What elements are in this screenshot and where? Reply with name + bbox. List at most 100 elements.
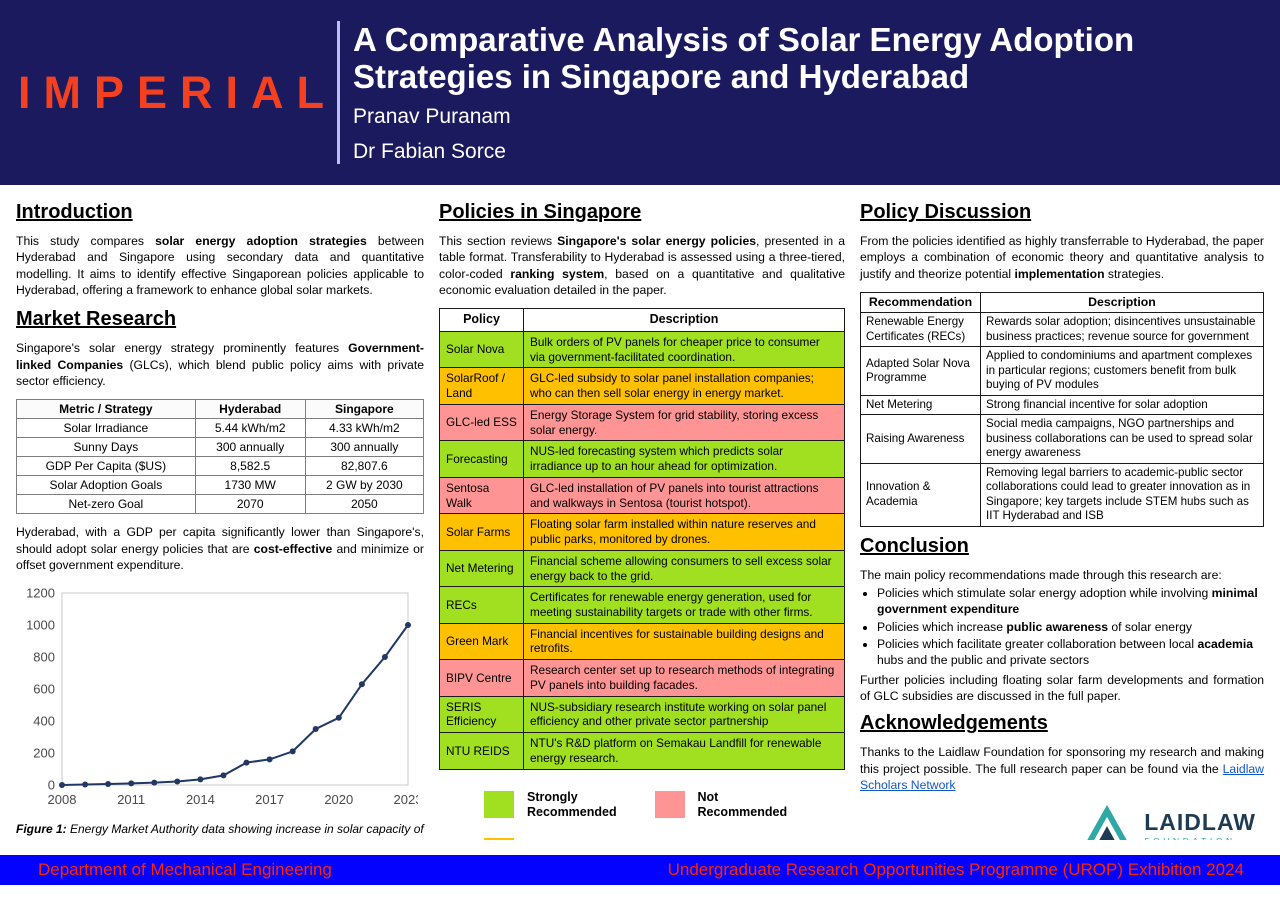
column-header-metric: Metric / Strategy bbox=[16, 399, 196, 420]
poster-body: Introduction This study compares solar e… bbox=[0, 185, 1280, 840]
table-row: Solar Adoption Goals 1730 MW 2 GW by 203… bbox=[16, 475, 425, 496]
policy-row: RECs Certificates for renewable energy g… bbox=[439, 586, 845, 624]
poster-header: IMPERIAL A Comparative Analysis of Solar… bbox=[0, 0, 1280, 185]
column-header-recommendation: Recommendation bbox=[860, 292, 981, 314]
singapore-cell: 82,807.6 bbox=[304, 456, 425, 477]
svg-text:600: 600 bbox=[33, 682, 55, 697]
recommendation-row: Adapted Solar Nova Programme Applied to … bbox=[860, 346, 1264, 396]
acknowledgements-heading: Acknowledgements bbox=[860, 712, 1048, 735]
policy-name-cell: Solar Nova bbox=[439, 330, 524, 369]
footer-department: Department of Mechanical Engineering bbox=[38, 860, 332, 879]
policy-name-cell: Green Mark bbox=[439, 622, 524, 661]
policy-desc-cell: GLC-led installation of PV panels into t… bbox=[523, 476, 845, 515]
introduction-paragraph: This study compares solar energy adoptio… bbox=[16, 234, 424, 298]
recommendations-table: Recommendation Description Renewable Ene… bbox=[860, 292, 1264, 527]
recommendation-row: Renewable Energy Certificates (RECs) Rew… bbox=[860, 312, 1264, 348]
policy-name-cell: GLC-led ESS bbox=[439, 403, 524, 442]
legend-item-not-recommended: Not Recommended bbox=[654, 790, 826, 820]
recommendation-row: Innovation & Academia Removing legal bar… bbox=[860, 462, 1264, 527]
market-research-heading: Market Research bbox=[16, 308, 177, 331]
table-row: Sunny Days 300 annually 300 annually bbox=[16, 437, 425, 458]
hyderabad-cell: 300 annually bbox=[194, 437, 306, 458]
table-header-row: Metric / Strategy Hyderabad Singapore bbox=[16, 399, 425, 420]
policy-row: Net Metering Financial scheme allowing c… bbox=[439, 549, 845, 588]
policies-table: Policy Description Solar Nova Bulk order… bbox=[439, 308, 845, 770]
laidlaw-triangle-icon bbox=[1087, 805, 1127, 840]
policy-desc-cell: NUS-subsidiary research institute workin… bbox=[523, 695, 845, 734]
recommendation-desc-cell: Removing legal barriers to academic-publ… bbox=[980, 462, 1264, 527]
policy-name-cell: SERIS Efficiency bbox=[439, 695, 524, 734]
singapore-cell: 300 annually bbox=[304, 437, 425, 458]
hyderabad-cell: 1730 MW bbox=[194, 475, 306, 496]
recommendation-desc-cell: Rewards solar adoption; disincentives un… bbox=[980, 312, 1264, 348]
table-header-row: Policy Description bbox=[439, 308, 845, 332]
supervisor-name: Dr Fabian Sorce bbox=[353, 140, 506, 164]
recommendation-desc-cell: Social media campaigns, NGO partnerships… bbox=[980, 414, 1264, 464]
svg-text:1200: 1200 bbox=[26, 586, 55, 601]
market-paragraph-2: Hyderabad, with a GDP per capita signifi… bbox=[16, 525, 424, 573]
column-header-description: Description bbox=[523, 308, 845, 332]
policy-name-cell: RECs bbox=[439, 586, 524, 624]
conclusion-bullet-list: Policies which stimulate solar energy ad… bbox=[860, 585, 1264, 669]
singapore-cell: 4.33 kWh/m2 bbox=[304, 418, 425, 439]
singapore-cell: 2050 bbox=[304, 494, 425, 515]
legend-label: Strongly Recommended bbox=[527, 789, 617, 819]
recommendation-cell: Innovation & Academia bbox=[860, 462, 981, 527]
policy-row: Solar Nova Bulk orders of PV panels for … bbox=[439, 330, 845, 369]
svg-text:2020: 2020 bbox=[324, 792, 353, 807]
laidlaw-name: LAIDLAW bbox=[1144, 808, 1256, 835]
conclusion-bullet: Policies which increase public awareness… bbox=[877, 619, 1264, 635]
policies-intro-paragraph: This section reviews Singapore's solar e… bbox=[439, 234, 846, 298]
policy-name-cell: BIPV Centre bbox=[439, 659, 524, 697]
svg-text:0: 0 bbox=[48, 778, 55, 793]
svg-text:2017: 2017 bbox=[255, 792, 284, 807]
svg-text:2023: 2023 bbox=[394, 792, 418, 807]
svg-text:1000: 1000 bbox=[26, 618, 55, 633]
market-comparison-table: Metric / Strategy Hyderabad Singapore So… bbox=[16, 399, 425, 515]
recommendation-cell: Raising Awareness bbox=[860, 414, 981, 464]
hyderabad-cell: 2070 bbox=[194, 494, 306, 515]
policy-name-cell: NTU REIDS bbox=[439, 732, 524, 770]
title-block: A Comparative Analysis of Solar Energy A… bbox=[337, 20, 1233, 165]
recommendation-cell: Net Metering bbox=[860, 394, 981, 416]
metric-cell: Net-zero Goal bbox=[16, 494, 196, 515]
recommendation-row: Net Metering Strong financial incentive … bbox=[860, 394, 1264, 416]
column-discussion-conclusion: Policy Discussion From the policies iden… bbox=[860, 193, 1264, 840]
policy-row: GLC-led ESS Energy Storage System for gr… bbox=[439, 403, 845, 442]
policy-desc-cell: NTU's R&D platform on Semakau Landfill f… bbox=[523, 732, 845, 770]
ranking-legend: Strongly Recommended Not Recommended Rec… bbox=[484, 790, 825, 840]
singapore-cell: 2 GW by 2030 bbox=[304, 475, 425, 496]
table-row: Solar Irradiance 5.44 kWh/m2 4.33 kWh/m2 bbox=[16, 418, 425, 439]
hyderabad-cell: 5.44 kWh/m2 bbox=[194, 418, 306, 439]
solar-capacity-line-chart: 0 200 400 600 800 1000 1200 2008 2011 2014 2017 202… bbox=[26, 586, 422, 808]
policy-name-cell: SolarRoof / Land bbox=[439, 367, 524, 405]
laidlaw-foundation-logo: LAIDLAW FOUNDATION bbox=[860, 803, 1256, 840]
svg-text:200: 200 bbox=[33, 746, 55, 761]
recommendation-desc-cell: Applied to condominiums and apartment co… bbox=[980, 346, 1264, 396]
laidlaw-scholars-network-link[interactable]: Laidlaw Scholars Network bbox=[860, 761, 1264, 793]
figure1-chart-container: 0 200 400 600 800 1000 1200 2008 2011 2014 2017 202… bbox=[16, 583, 424, 820]
policy-name-cell: Net Metering bbox=[439, 549, 524, 588]
legend-item-recommended: Recommended bbox=[484, 837, 655, 840]
svg-text:2014: 2014 bbox=[186, 792, 215, 807]
conclusion-bullet: Policies which facilitate greater collab… bbox=[877, 636, 1264, 669]
legend-item-strongly-recommended: Strongly Recommended bbox=[484, 790, 655, 820]
recommendation-cell: Renewable Energy Certificates (RECs) bbox=[860, 312, 981, 348]
conclusion-bullet: Policies which stimulate solar energy ad… bbox=[877, 585, 1264, 618]
policy-name-cell: Forecasting bbox=[439, 440, 524, 478]
policy-row: Solar Farms Floating solar farm installe… bbox=[439, 513, 845, 551]
column-header-singapore: Singapore bbox=[304, 399, 425, 420]
policy-desc-cell: Research center set up to research metho… bbox=[523, 659, 845, 697]
table-row: Net-zero Goal 2070 2050 bbox=[16, 494, 425, 515]
strongly-recommended-swatch bbox=[484, 791, 514, 819]
column-header-hyderabad: Hyderabad bbox=[194, 399, 306, 420]
hyderabad-cell: 8,582.5 bbox=[194, 456, 306, 477]
conclusion-heading: Conclusion bbox=[860, 534, 969, 557]
policy-desc-cell: Certificates for renewable energy genera… bbox=[523, 586, 845, 624]
column-header-policy: Policy bbox=[439, 308, 524, 332]
poster-title: A Comparative Analysis of Solar Energy A… bbox=[353, 20, 1135, 95]
conclusion-lead: The main policy recommendations made thr… bbox=[860, 567, 1222, 582]
policy-row: Sentosa Walk GLC-led installation of PV … bbox=[439, 476, 845, 515]
policy-desc-cell: NUS-led forecasting system which predict… bbox=[523, 440, 845, 478]
